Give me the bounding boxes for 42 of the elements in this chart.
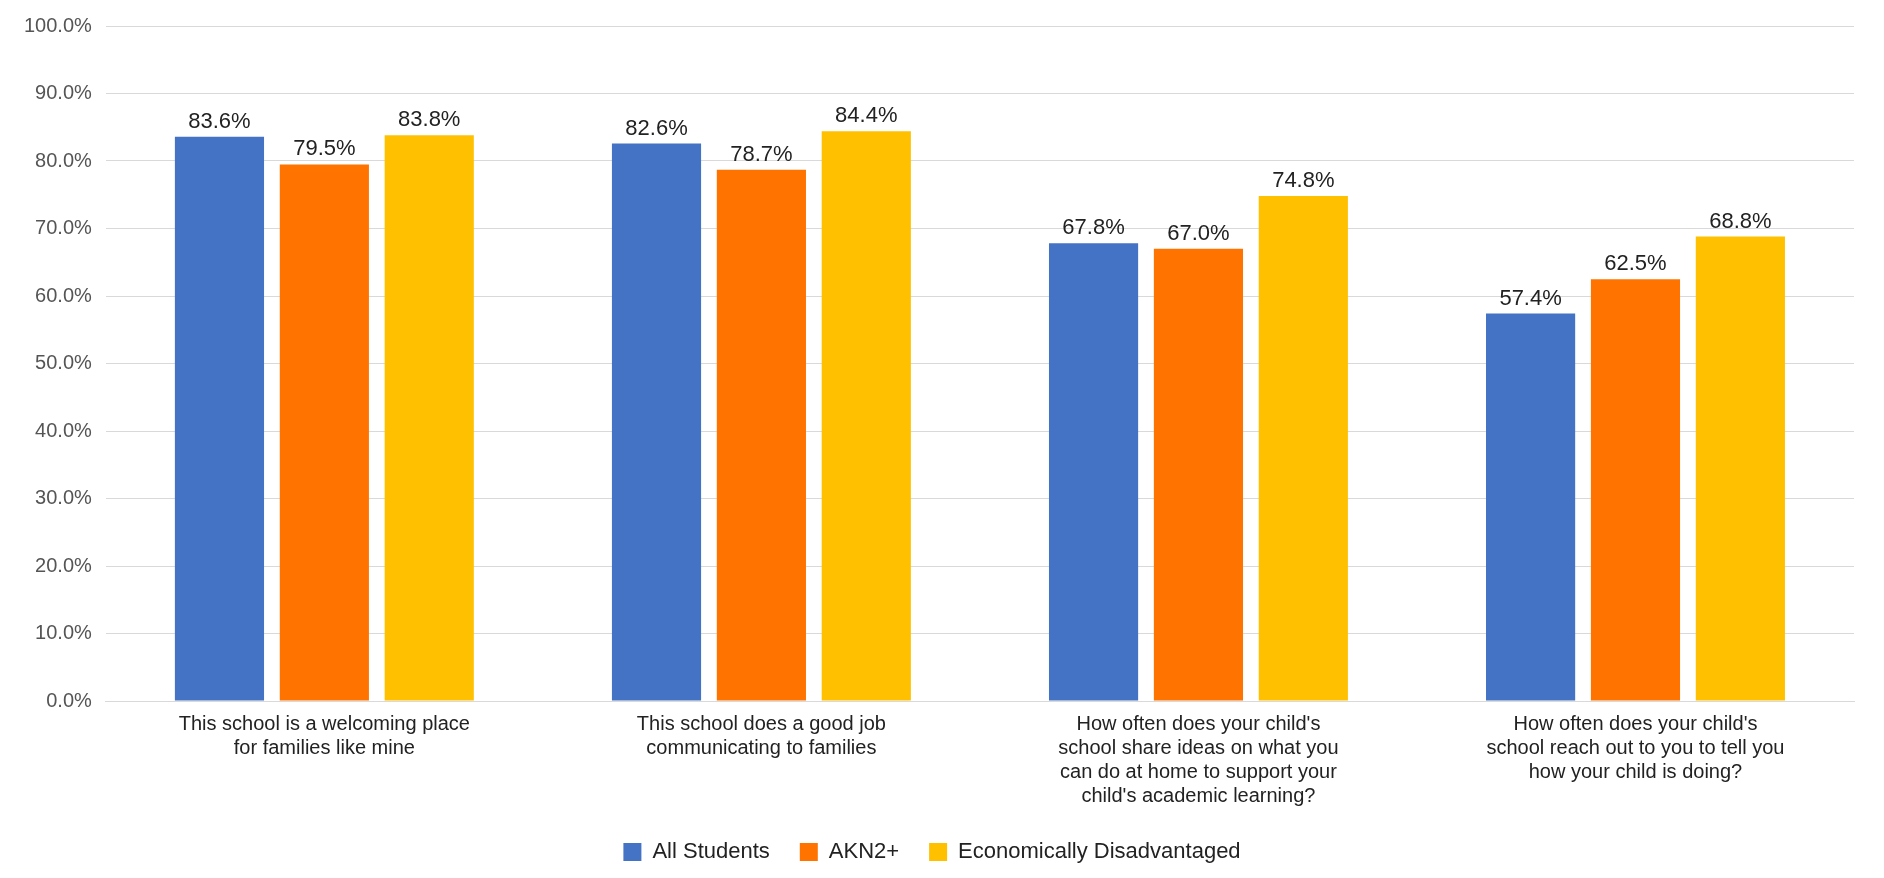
legend-label: AKN2+ <box>828 838 900 864</box>
x-tick-label: How often does your child's school reach out to you to tell you how your child is doing? <box>1486 711 1785 782</box>
data-label: 82.6% <box>625 114 688 140</box>
data-label: 79.5% <box>293 135 356 161</box>
x-tick-label: How often does your child's school share ideas on what you can do at home to support your child's academic learning? <box>1058 711 1339 806</box>
y-tick-label: 20.0% <box>35 553 93 576</box>
legend-label: All Students <box>652 838 770 864</box>
y-tick-label: 100.0% <box>23 13 93 36</box>
bar <box>1590 279 1681 701</box>
y-tick-label: 50.0% <box>35 351 93 374</box>
data-label: 83.8% <box>398 106 461 132</box>
bar <box>279 164 369 701</box>
data-label: 78.7% <box>730 140 793 166</box>
data-label: 84.4% <box>835 102 898 128</box>
bar <box>384 135 474 701</box>
bar <box>1048 243 1139 701</box>
bar <box>1153 248 1244 701</box>
bar <box>1486 313 1576 701</box>
y-tick-label: 70.0% <box>35 216 93 239</box>
bar <box>821 131 911 701</box>
data-label: 57.4% <box>1499 284 1562 310</box>
y-tick-label: 40.0% <box>35 418 93 441</box>
y-tick-label: 30.0% <box>35 486 93 509</box>
data-label: 83.6% <box>188 107 251 133</box>
x-tick-label: This school does a good job communicating to families <box>636 711 886 758</box>
y-tick-label: 90.0% <box>35 81 93 104</box>
data-label: 67.0% <box>1167 219 1230 245</box>
data-label: 62.5% <box>1604 250 1667 276</box>
data-label: 67.8% <box>1062 214 1125 240</box>
data-label: 68.8% <box>1709 207 1772 233</box>
bar <box>611 143 702 701</box>
y-tick-label: 0.0% <box>46 688 93 711</box>
y-tick-label: 80.0% <box>35 148 93 171</box>
bar <box>716 169 806 701</box>
data-label: 74.8% <box>1272 167 1335 193</box>
y-tick-label: 10.0% <box>35 621 93 644</box>
y-tick-label: 60.0% <box>35 283 93 306</box>
bar <box>1258 196 1348 701</box>
bar <box>1695 236 1785 701</box>
bar <box>174 136 265 701</box>
x-tick-label: This school is a welcoming place for families like mine <box>178 711 470 758</box>
legend-label: Economically Disadvantaged <box>958 838 1241 864</box>
